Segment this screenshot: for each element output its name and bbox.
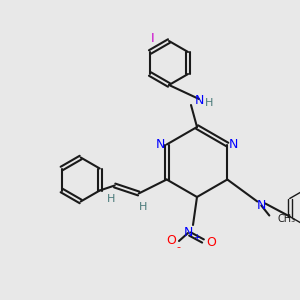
Text: CH₃: CH₃ bbox=[277, 214, 296, 224]
Text: H: H bbox=[106, 194, 115, 205]
Text: I: I bbox=[151, 32, 155, 46]
Text: N: N bbox=[256, 199, 266, 212]
Text: N: N bbox=[183, 226, 193, 239]
Text: N: N bbox=[229, 138, 238, 151]
Text: -: - bbox=[176, 242, 180, 252]
Text: H: H bbox=[139, 202, 147, 212]
Text: N: N bbox=[156, 138, 165, 151]
Text: H: H bbox=[205, 98, 213, 108]
Text: N: N bbox=[194, 94, 204, 107]
Text: O: O bbox=[206, 236, 216, 250]
Text: +: + bbox=[194, 233, 200, 242]
Text: O: O bbox=[166, 235, 176, 248]
